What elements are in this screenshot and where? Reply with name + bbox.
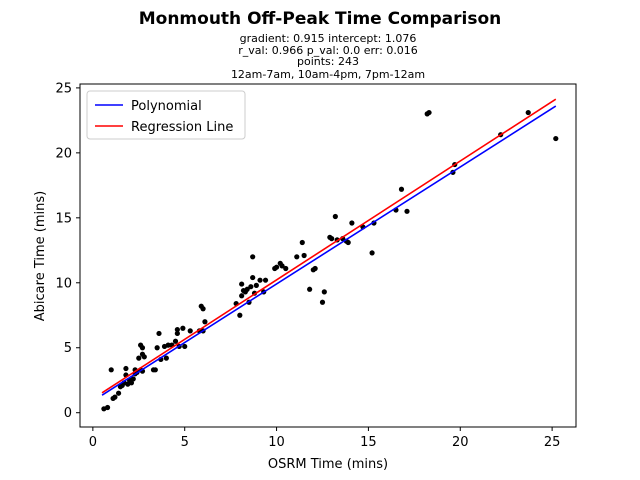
data-point	[257, 277, 263, 283]
data-point	[404, 208, 410, 214]
data-point	[163, 355, 169, 361]
x-tick-label: 10	[268, 435, 285, 450]
subtitle-line-3: points: 243	[297, 55, 359, 68]
data-point	[329, 236, 335, 242]
data-point	[139, 345, 146, 351]
data-point	[239, 293, 245, 299]
data-point	[156, 330, 162, 337]
y-tick-label: 10	[55, 276, 72, 291]
data-point	[250, 274, 256, 281]
data-point	[128, 380, 135, 386]
legend: Polynomial Regression Line	[86, 90, 246, 140]
data-point	[115, 390, 122, 396]
series-line-polynomial	[101, 105, 557, 396]
data-point	[165, 342, 171, 348]
data-point	[136, 355, 142, 361]
data-point	[398, 186, 405, 192]
data-point	[141, 354, 147, 360]
data-point	[250, 254, 256, 260]
data-point	[154, 345, 160, 351]
data-point	[294, 254, 300, 260]
data-point	[273, 264, 280, 270]
data-point	[104, 404, 111, 411]
data-point	[180, 325, 186, 331]
y-tick-label: 20	[55, 146, 72, 161]
data-point	[187, 328, 193, 334]
data-point	[345, 239, 351, 246]
axis-ticks: 0 5 10 15 20 25 0 5 10 15 20 25	[55, 81, 560, 450]
data-point	[319, 299, 326, 305]
subtitle-line-1: gradient: 0.915 intercept: 1.076	[240, 32, 417, 45]
data-point	[200, 306, 206, 312]
data-point	[321, 289, 327, 295]
data-point	[123, 365, 129, 372]
x-tick-label: 25	[544, 435, 561, 450]
data-point	[525, 109, 531, 116]
data-point	[279, 263, 285, 269]
y-tick-label: 5	[64, 341, 72, 356]
y-tick-label: 15	[55, 211, 72, 226]
x-tick-label: 0	[89, 435, 97, 450]
data-point	[174, 326, 180, 333]
data-point	[172, 338, 179, 344]
x-axis-label: OSRM Time (mins)	[268, 457, 388, 472]
x-tick-label: 5	[181, 435, 189, 450]
data-point	[299, 239, 305, 246]
plot-content	[101, 98, 559, 412]
data-point	[174, 330, 180, 337]
data-point	[349, 220, 355, 226]
chart-title: Monmouth Off-Peak Time Comparison	[139, 9, 502, 29]
plot-frame	[79, 83, 577, 428]
y-tick-label: 25	[55, 81, 72, 96]
legend-box	[86, 90, 246, 140]
series-line-regression-line	[101, 98, 557, 394]
data-point	[253, 282, 259, 288]
data-point	[152, 367, 158, 373]
legend-label-regression-line: Regression Line	[131, 120, 233, 135]
y-axis-label: Abicare Time (mins)	[33, 191, 48, 321]
data-point	[301, 252, 307, 259]
data-point	[112, 394, 118, 400]
legend-label-polynomial: Polynomial	[131, 99, 202, 114]
data-point	[202, 319, 208, 325]
data-point	[426, 109, 432, 116]
data-point	[130, 376, 136, 382]
data-point	[262, 277, 269, 283]
data-point	[553, 135, 559, 142]
data-point	[237, 312, 243, 318]
x-tick-label: 20	[452, 435, 469, 450]
data-point	[248, 284, 254, 290]
subtitle-line-4: 12am-7am, 10am-4pm, 7pm-12am	[231, 68, 425, 81]
data-point	[307, 286, 313, 292]
data-point	[332, 213, 338, 220]
data-point	[283, 265, 289, 272]
data-point	[108, 367, 114, 373]
subtitle-line-2: r_val: 0.966 p_val: 0.0 err: 0.016	[238, 44, 418, 57]
data-point	[244, 286, 250, 292]
data-point	[239, 281, 245, 287]
data-point	[312, 265, 318, 272]
data-point	[182, 343, 188, 350]
x-tick-label: 15	[360, 435, 377, 450]
data-point	[369, 250, 375, 256]
y-tick-label: 0	[64, 406, 72, 421]
